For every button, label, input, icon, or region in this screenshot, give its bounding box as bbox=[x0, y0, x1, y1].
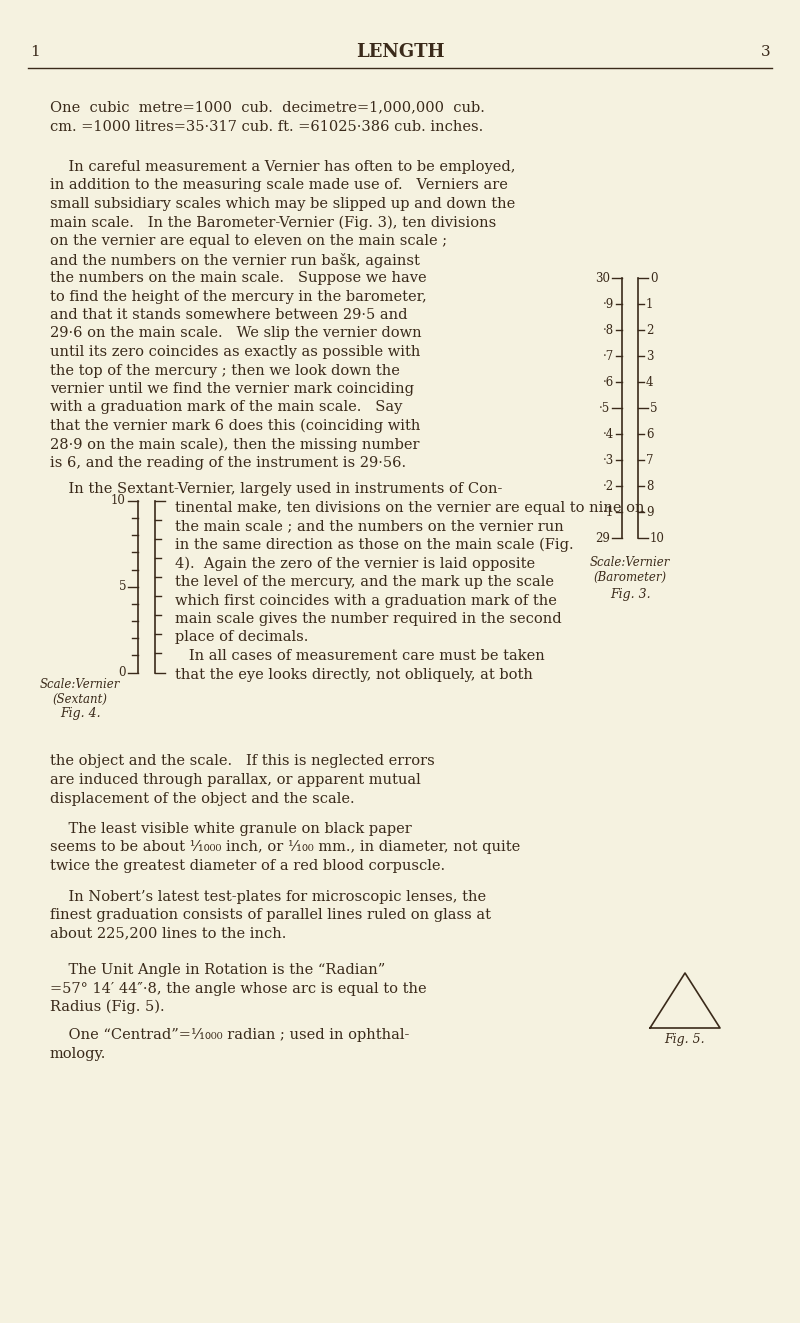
Text: 0: 0 bbox=[650, 271, 658, 284]
Text: with a graduation mark of the main scale.   Say: with a graduation mark of the main scale… bbox=[50, 401, 402, 414]
Text: Radius (Fig. 5).: Radius (Fig. 5). bbox=[50, 1000, 165, 1015]
Text: vernier until we find the vernier mark coinciding: vernier until we find the vernier mark c… bbox=[50, 382, 414, 396]
Text: ·7: ·7 bbox=[602, 349, 614, 363]
Text: In all cases of measurement care must be taken: In all cases of measurement care must be… bbox=[175, 650, 545, 663]
Text: until its zero coincides as exactly as possible with: until its zero coincides as exactly as p… bbox=[50, 345, 420, 359]
Text: Fig. 5.: Fig. 5. bbox=[665, 1033, 706, 1046]
Text: 3: 3 bbox=[760, 45, 770, 60]
Text: 8: 8 bbox=[646, 479, 654, 492]
Text: main scale gives the number required in the second: main scale gives the number required in … bbox=[175, 613, 562, 626]
Text: cm. =1000 litres=35·317 cub. ft. =61025·386 cub. inches.: cm. =1000 litres=35·317 cub. ft. =61025·… bbox=[50, 120, 483, 134]
Text: LENGTH: LENGTH bbox=[356, 44, 444, 61]
Text: ·1: ·1 bbox=[603, 505, 614, 519]
Text: in the same direction as those on the main scale (Fig.: in the same direction as those on the ma… bbox=[175, 538, 574, 553]
Text: 2: 2 bbox=[646, 324, 654, 336]
Text: Fig. 3.: Fig. 3. bbox=[610, 587, 650, 601]
Text: The least visible white granule on black paper: The least visible white granule on black… bbox=[50, 822, 412, 836]
Text: 29·6 on the main scale.   We slip the vernier down: 29·6 on the main scale. We slip the vern… bbox=[50, 327, 422, 340]
Text: are induced through parallax, or apparent mutual: are induced through parallax, or apparen… bbox=[50, 773, 421, 787]
Text: the top of the mercury ; then we look down the: the top of the mercury ; then we look do… bbox=[50, 364, 400, 377]
Text: finest graduation consists of parallel lines ruled on glass at: finest graduation consists of parallel l… bbox=[50, 908, 491, 922]
Text: In Nobert’s latest test-plates for microscopic lenses, the: In Nobert’s latest test-plates for micro… bbox=[50, 889, 486, 904]
Text: 5: 5 bbox=[118, 581, 126, 593]
Text: One “Centrad”=⅒₀₀ radian ; used in ophthal-: One “Centrad”=⅒₀₀ radian ; used in ophth… bbox=[50, 1028, 410, 1043]
Text: in addition to the measuring scale made use of.   Verniers are: in addition to the measuring scale made … bbox=[50, 179, 508, 193]
Text: =57° 14′ 44″·8, the angle whose arc is equal to the: =57° 14′ 44″·8, the angle whose arc is e… bbox=[50, 982, 426, 995]
Text: the object and the scale.   If this is neglected errors: the object and the scale. If this is neg… bbox=[50, 754, 434, 769]
Text: to find the height of the mercury in the barometer,: to find the height of the mercury in the… bbox=[50, 290, 426, 303]
Text: and that it stands somewhere between 29·5 and: and that it stands somewhere between 29·… bbox=[50, 308, 407, 321]
Text: 1: 1 bbox=[30, 45, 40, 60]
Text: main scale.   In the Barometer-Vernier (Fig. 3), ten divisions: main scale. In the Barometer-Vernier (Fi… bbox=[50, 216, 496, 230]
Text: that the vernier mark 6 does this (coinciding with: that the vernier mark 6 does this (coinc… bbox=[50, 419, 420, 434]
Text: mology.: mology. bbox=[50, 1046, 106, 1061]
Text: twice the greatest diameter of a red blood corpuscle.: twice the greatest diameter of a red blo… bbox=[50, 859, 445, 873]
Text: (Barometer): (Barometer) bbox=[594, 572, 666, 583]
Text: ·2: ·2 bbox=[603, 479, 614, 492]
Text: that the eye looks directly, not obliquely, at both: that the eye looks directly, not oblique… bbox=[175, 668, 533, 681]
Text: on the vernier are equal to eleven on the main scale ;: on the vernier are equal to eleven on th… bbox=[50, 234, 447, 247]
Text: Scale:Vernier: Scale:Vernier bbox=[590, 556, 670, 569]
Text: about 225,200 lines to the inch.: about 225,200 lines to the inch. bbox=[50, 926, 286, 941]
Text: 9: 9 bbox=[646, 505, 654, 519]
Text: the main scale ; and the numbers on the vernier run: the main scale ; and the numbers on the … bbox=[175, 520, 564, 533]
Text: Fig. 4.: Fig. 4. bbox=[60, 708, 100, 721]
Text: ·4: ·4 bbox=[602, 427, 614, 441]
Text: seems to be about ⅒₀₀ inch, or ⅒₀ mm., in diameter, not quite: seems to be about ⅒₀₀ inch, or ⅒₀ mm., i… bbox=[50, 840, 520, 855]
Text: ·5: ·5 bbox=[598, 401, 610, 414]
Text: Scale:Vernier: Scale:Vernier bbox=[40, 677, 120, 691]
Text: which first coincides with a graduation mark of the: which first coincides with a graduation … bbox=[175, 594, 557, 607]
Text: The Unit Angle in Rotation is the “Radian”: The Unit Angle in Rotation is the “Radia… bbox=[50, 963, 386, 976]
Text: 4).  Again the zero of the vernier is laid opposite: 4). Again the zero of the vernier is lai… bbox=[175, 557, 535, 572]
Text: ·8: ·8 bbox=[603, 324, 614, 336]
Text: In the Sextant-Vernier, largely used in instruments of Con-: In the Sextant-Vernier, largely used in … bbox=[50, 483, 502, 496]
Text: place of decimals.: place of decimals. bbox=[175, 631, 308, 644]
Text: tinental make, ten divisions on the vernier are equal to nine on: tinental make, ten divisions on the vern… bbox=[175, 501, 645, 515]
Text: 0: 0 bbox=[118, 665, 126, 679]
Text: 4: 4 bbox=[646, 376, 654, 389]
Text: displacement of the object and the scale.: displacement of the object and the scale… bbox=[50, 791, 354, 806]
Text: 10: 10 bbox=[650, 532, 665, 545]
Text: the level of the mercury, and the mark up the scale: the level of the mercury, and the mark u… bbox=[175, 576, 554, 589]
Text: ·9: ·9 bbox=[602, 298, 614, 311]
Text: One  cubic  metre=1000  cub.  decimetre=1,000,000  cub.: One cubic metre=1000 cub. decimetre=1,00… bbox=[50, 101, 485, 114]
Text: 7: 7 bbox=[646, 454, 654, 467]
Text: and the numbers on the vernier run bašk, against: and the numbers on the vernier run bašk,… bbox=[50, 253, 420, 267]
Text: 10: 10 bbox=[111, 495, 126, 508]
Text: ·6: ·6 bbox=[602, 376, 614, 389]
Text: 3: 3 bbox=[646, 349, 654, 363]
Text: ·3: ·3 bbox=[602, 454, 614, 467]
Text: In careful measurement a Vernier has often to be employed,: In careful measurement a Vernier has oft… bbox=[50, 160, 515, 175]
Text: is 6, and the reading of the instrument is 29·56.: is 6, and the reading of the instrument … bbox=[50, 456, 406, 470]
Text: 28·9 on the main scale), then the missing number: 28·9 on the main scale), then the missin… bbox=[50, 438, 419, 452]
Text: 30: 30 bbox=[595, 271, 610, 284]
Text: 5: 5 bbox=[650, 401, 658, 414]
Text: the numbers on the main scale.   Suppose we have: the numbers on the main scale. Suppose w… bbox=[50, 271, 426, 284]
Text: small subsidiary scales which may be slipped up and down the: small subsidiary scales which may be sli… bbox=[50, 197, 515, 210]
Text: (Sextant): (Sextant) bbox=[53, 692, 107, 705]
Text: 1: 1 bbox=[646, 298, 654, 311]
Text: 29: 29 bbox=[595, 532, 610, 545]
Text: 6: 6 bbox=[646, 427, 654, 441]
